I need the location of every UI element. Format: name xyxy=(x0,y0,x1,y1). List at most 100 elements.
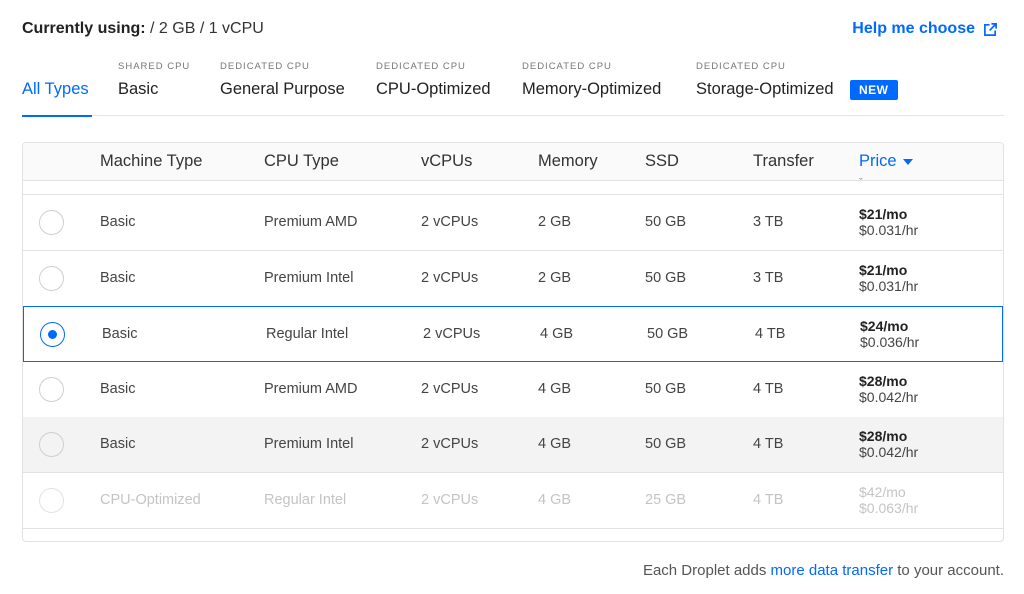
cell-vcpus: 2 vCPUs xyxy=(421,436,479,452)
cell-vcpus: 2 vCPUs xyxy=(421,269,479,286)
current-usage: Currently using: / 2 GB / 1 vCPU xyxy=(22,20,264,38)
cell-memory: 4 GB xyxy=(540,326,574,342)
price-hourly: $0.042/hr xyxy=(859,388,919,405)
price-header-label: Price xyxy=(859,152,897,170)
column-header-cpu-type: CPU Type xyxy=(264,152,339,170)
column-header-price[interactable]: Price xyxy=(859,152,913,171)
price-hourly: $0.063/hr xyxy=(859,499,919,516)
cell-cpu-type: Premium AMD xyxy=(264,380,358,397)
tab-category: DEDICATED CPU xyxy=(220,61,310,72)
cell-price: $28/mo $0.042/hr xyxy=(859,373,918,405)
cell-machine-type: CPU-Optimized xyxy=(100,491,201,508)
price-hourly: $0.042/hr xyxy=(859,444,919,460)
cell-cpu-type: Regular Intel xyxy=(264,491,347,508)
external-link-icon xyxy=(983,22,998,37)
help-me-choose-link[interactable]: Help me choose xyxy=(852,20,998,38)
machine-type-tabs: All Types SHARED CPU Basic DEDICATED CPU… xyxy=(22,60,1004,117)
cell-cpu-type: Premium Intel xyxy=(264,269,354,286)
table-row: CPU-Optimized Regular Intel 2 vCPUs 4 GB 25 … xyxy=(23,473,1003,529)
cell-transfer: 4 TB xyxy=(755,326,786,342)
tab-category: DEDICATED CPU xyxy=(522,61,612,72)
cell-transfer: 4 TB xyxy=(753,380,784,397)
cell-machine-type: Basic xyxy=(102,326,138,342)
footer-text-before: Each Droplet adds xyxy=(642,562,771,579)
cell-ssd: 25 GB xyxy=(645,491,687,508)
radio-button[interactable] xyxy=(39,376,64,402)
current-usage-value: / 2 GB / 1 vCPU xyxy=(150,20,264,37)
cell-price: $21/mo $0.031/hr xyxy=(859,206,918,238)
price-monthly: $21/mo xyxy=(859,261,908,278)
cell-transfer: 3 TB xyxy=(753,269,784,286)
cell-ssd: 50 GB xyxy=(647,326,689,342)
cell-vcpus: 2 vCPUs xyxy=(423,326,481,342)
cell-memory: 4 GB xyxy=(538,380,572,397)
cell-price: $24/mo $0.036/hr xyxy=(860,318,919,350)
tab-label: Basic xyxy=(118,80,159,98)
droplet-size-table: Machine Type CPU Type vCPUs Memory SSD T… xyxy=(22,142,1004,542)
tab-category: DEDICATED CPU xyxy=(696,61,786,72)
cell-ssd: 50 GB xyxy=(645,380,687,397)
cell-vcpus: 2 vCPUs xyxy=(421,380,479,397)
cell-memory: 2 GB xyxy=(538,269,572,286)
column-header-memory: Memory xyxy=(538,152,598,170)
column-header-vcpus: vCPUs xyxy=(421,152,473,170)
cell-cpu-type: Premium Intel xyxy=(264,436,354,452)
radio-button[interactable] xyxy=(39,432,64,457)
price-monthly: $28/mo xyxy=(859,372,908,389)
cell-machine-type: Basic xyxy=(100,214,136,230)
price-hourly: $0.031/hr xyxy=(859,277,919,294)
tab-memory-optimized[interactable]: DEDICATED CPU Memory-Optimized xyxy=(522,60,661,116)
footer-text-after: to your account. xyxy=(893,562,1004,579)
cell-memory: 4 GB xyxy=(538,436,572,452)
column-header-transfer: Transfer xyxy=(753,152,814,170)
tab-cpu-optimized[interactable]: DEDICATED CPU CPU-Optimized xyxy=(376,60,491,116)
tab-label: General Purpose xyxy=(220,80,345,98)
column-header-machine-type: Machine Type xyxy=(100,152,203,170)
footer-note: Each Droplet adds more data transfer to … xyxy=(643,562,1004,579)
cell-vcpus: 2 vCPUs xyxy=(421,491,479,508)
tab-all-types[interactable]: All Types xyxy=(22,60,92,117)
cell-memory: 2 GB xyxy=(538,214,572,230)
cell-price: $42/mo $0.063/hr xyxy=(859,484,918,516)
cell-machine-type: Basic xyxy=(100,269,136,286)
table-row[interactable]: Basic Premium AMD 2 vCPUs 4 GB 50 GB 4 TB $28/… xyxy=(23,362,1003,418)
table-row-partial: ˇ xyxy=(23,177,1003,195)
radio-button xyxy=(39,487,64,513)
cell-transfer: 3 TB xyxy=(753,214,784,230)
radio-button[interactable] xyxy=(40,322,65,347)
cell-transfer: 4 TB xyxy=(753,491,784,508)
cell-machine-type: Basic xyxy=(100,380,136,397)
partial-price-text: ˇ xyxy=(859,177,863,189)
table-header: Machine Type CPU Type vCPUs Memory SSD T… xyxy=(23,143,1003,181)
current-usage-label: Currently using: xyxy=(22,20,146,37)
cell-cpu-type: Regular Intel xyxy=(266,326,349,342)
more-data-transfer-link[interactable]: more data transfer xyxy=(770,562,894,579)
tab-basic[interactable]: SHARED CPU Basic xyxy=(118,60,190,116)
cell-memory: 4 GB xyxy=(538,491,572,508)
radio-button[interactable] xyxy=(39,210,64,235)
price-monthly: $28/mo xyxy=(859,428,908,444)
tab-general-purpose[interactable]: DEDICATED CPU General Purpose xyxy=(220,60,345,116)
cell-price: $28/mo $0.042/hr xyxy=(859,428,918,460)
price-monthly: $21/mo xyxy=(859,206,908,222)
price-hourly: $0.036/hr xyxy=(860,334,920,350)
help-me-choose-label: Help me choose xyxy=(852,20,975,37)
table-row[interactable]: Basic Premium AMD 2 vCPUs 2 GB 50 GB 3 TB $21/… xyxy=(23,195,1003,251)
table-row[interactable]: Basic Premium Intel 2 vCPUs 2 GB 50 GB 3 TB $2… xyxy=(23,251,1003,307)
cell-machine-type: Basic xyxy=(100,436,136,452)
tab-label: Storage-Optimized xyxy=(696,80,834,98)
cell-ssd: 50 GB xyxy=(645,214,687,230)
price-monthly: $42/mo xyxy=(859,483,906,500)
cell-vcpus: 2 vCPUs xyxy=(421,214,479,230)
tab-label: All Types xyxy=(22,80,89,98)
tab-category: DEDICATED CPU xyxy=(376,61,466,72)
table-row-partial xyxy=(23,527,1003,541)
table-row[interactable]: Basic Premium Intel 2 vCPUs 4 GB 50 GB 4 TB $2… xyxy=(23,417,1003,473)
table-row[interactable]: Basic Regular Intel 2 vCPUs 4 GB 50 GB 4 TB $2… xyxy=(23,306,1003,362)
price-hourly: $0.031/hr xyxy=(859,222,919,238)
caret-down-icon xyxy=(902,158,913,165)
radio-button[interactable] xyxy=(39,265,64,291)
cell-ssd: 50 GB xyxy=(645,436,687,452)
cell-price: $21/mo $0.031/hr xyxy=(859,262,918,294)
tab-storage-optimized[interactable]: DEDICATED CPU Storage-Optimized xyxy=(696,60,834,116)
